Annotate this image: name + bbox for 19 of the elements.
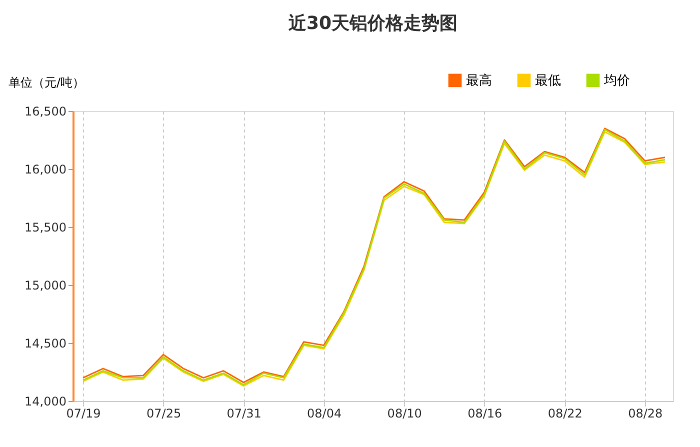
x-tick-label: 08/22	[548, 406, 582, 420]
y-tick-label: 14,500	[24, 336, 66, 350]
legend-label: 最低	[535, 73, 561, 88]
x-tick-label: 07/31	[226, 406, 262, 420]
y-tick-label: 16,500	[24, 104, 66, 118]
x-tick-label: 07/25	[146, 406, 182, 420]
legend-label: 均价	[603, 73, 630, 88]
x-tick-label: 07/19	[66, 406, 101, 420]
legend-label: 最高	[466, 72, 492, 88]
x-tick-label: 08/28	[628, 406, 663, 420]
chart-title: 近30天铝价格走势图	[287, 13, 458, 34]
y-axis-title: 单位（元/吨）	[8, 76, 85, 90]
x-tick-label: 08/04	[307, 406, 342, 420]
x-tick-label: 08/16	[468, 406, 502, 420]
y-tick-label: 16,000	[24, 162, 66, 176]
y-tick-label: 14,000	[24, 394, 66, 408]
y-tick-label: 15,500	[24, 220, 66, 234]
y-tick-label: 15,000	[24, 278, 66, 292]
x-tick-label: 08/10	[387, 406, 422, 420]
